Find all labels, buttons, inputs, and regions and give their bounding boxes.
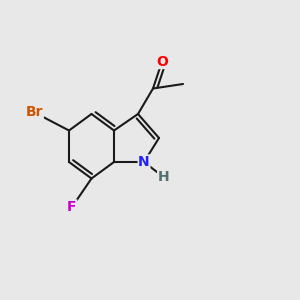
Text: H: H (158, 170, 169, 184)
Text: Br: Br (26, 106, 43, 119)
Text: F: F (67, 200, 77, 214)
Text: N: N (138, 155, 150, 169)
Text: O: O (156, 55, 168, 68)
